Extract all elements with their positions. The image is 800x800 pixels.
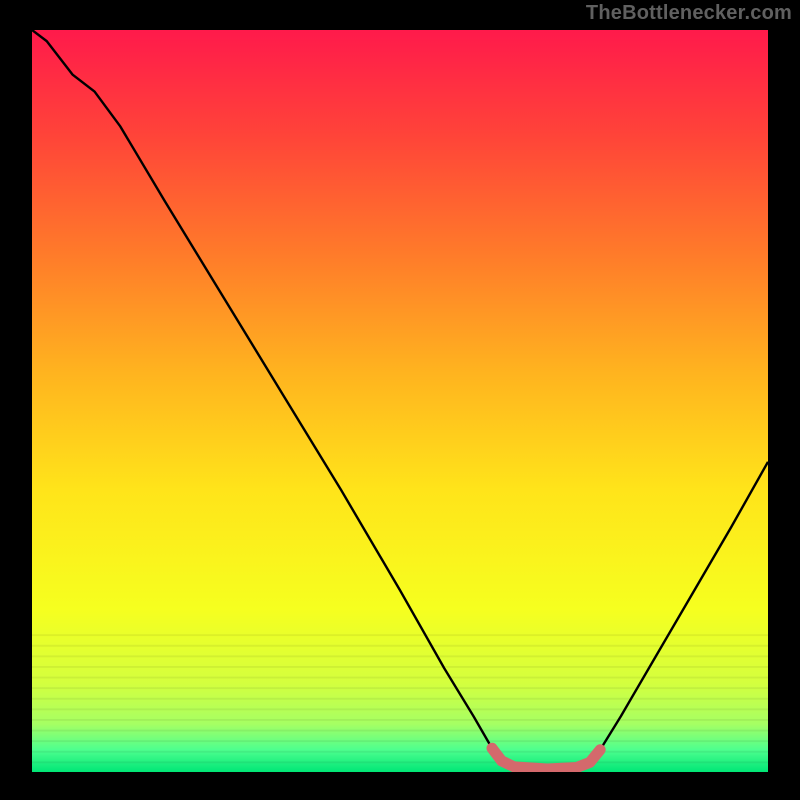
bottleneck-chart-root: TheBottlenecker.com — [0, 0, 800, 800]
plot-area — [32, 30, 768, 772]
watermark-label: TheBottlenecker.com — [586, 2, 792, 25]
gradient-background — [32, 30, 768, 772]
plot-svg — [32, 30, 768, 772]
